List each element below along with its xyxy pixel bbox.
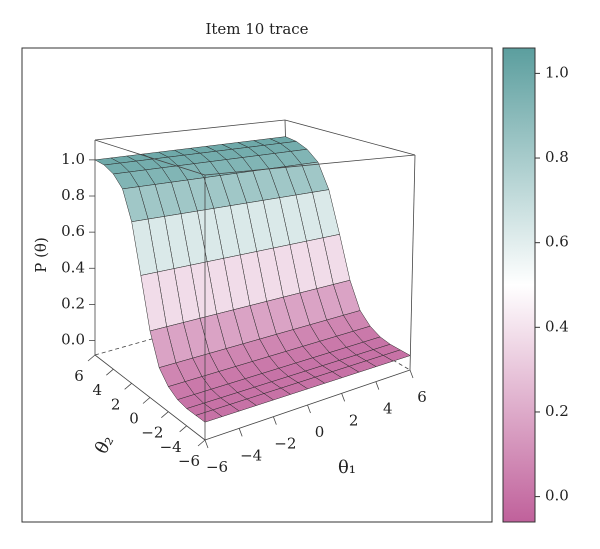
y-axis-label: θ₂ <box>91 432 118 458</box>
x-tick-label: 4 <box>383 400 393 418</box>
y-tick <box>87 354 96 362</box>
y-tick-label: 6 <box>74 367 84 385</box>
y-tick-label: 4 <box>93 381 103 399</box>
x-tick <box>307 404 311 414</box>
y-tick-label: −6 <box>178 452 200 470</box>
box-edge <box>94 139 206 176</box>
box-edge <box>94 119 286 141</box>
x-tick <box>272 416 277 425</box>
y-tick <box>142 397 151 404</box>
axes-frame <box>21 47 493 523</box>
y-tick-label: 0 <box>129 410 139 428</box>
x-tick-label: 6 <box>417 388 427 406</box>
colorbar-tick-label: 0.2 <box>545 402 569 420</box>
x-tick-label: −2 <box>274 435 296 453</box>
colorbar-tick-label: 0.0 <box>545 487 569 505</box>
box-edge <box>204 154 416 176</box>
z-tick-label: 0.8 <box>61 186 85 204</box>
x-tick-label: −6 <box>206 458 228 476</box>
y-tick <box>124 383 132 390</box>
z-tick-label: 0.6 <box>61 222 85 240</box>
y-tick-label: −4 <box>160 438 182 456</box>
x-axis-label: θ₁ <box>338 457 356 478</box>
colorbar-tick-label: 0.4 <box>545 317 569 335</box>
y-tick-label: 2 <box>111 395 121 413</box>
z-tick-label: 0.0 <box>61 331 85 349</box>
z-axis-label: P (θ) <box>32 237 50 273</box>
colorbar-tick-label: 1.0 <box>545 63 569 81</box>
x-tick-label: −4 <box>240 446 262 464</box>
z-tick-label: 0.4 <box>61 258 85 276</box>
x-tick <box>238 428 243 437</box>
surface-cell <box>195 409 223 423</box>
box-edge <box>284 119 416 156</box>
z-tick-label: 0.2 <box>61 294 85 312</box>
y-tick <box>106 368 114 376</box>
x-tick <box>341 393 346 402</box>
colorbar <box>502 47 536 523</box>
y-tick <box>179 425 187 433</box>
colorbar-tick-label: 0.8 <box>545 148 569 166</box>
z-tick-label: 1.0 <box>61 150 85 168</box>
x-tick <box>204 439 209 449</box>
colorbar-tick-label: 0.6 <box>545 233 569 251</box>
box-edge <box>409 154 416 371</box>
y-tick-label: −2 <box>141 424 163 442</box>
x-tick <box>375 381 380 390</box>
y-tick <box>161 411 169 418</box>
y-tick <box>197 439 206 447</box>
x-tick-label: 2 <box>349 411 359 429</box>
x-tick <box>409 369 414 379</box>
x-tick-label: 0 <box>315 423 325 441</box>
chart-title: Item 10 trace <box>205 20 308 38</box>
